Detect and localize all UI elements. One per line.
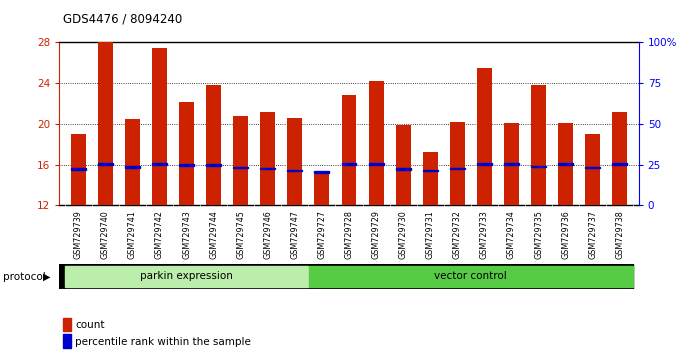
Bar	[315, 171, 329, 173]
Bar	[98, 42, 113, 205]
Text: GSM729744: GSM729744	[209, 210, 218, 259]
Text: GSM729732: GSM729732	[453, 210, 462, 259]
Text: GSM729747: GSM729747	[290, 210, 299, 259]
Bar	[125, 119, 140, 205]
Bar	[125, 166, 140, 168]
Bar	[396, 125, 410, 205]
Bar	[341, 163, 357, 165]
Bar	[260, 167, 275, 170]
Bar	[558, 163, 573, 165]
Bar	[450, 167, 465, 170]
Text: GSM729739: GSM729739	[74, 210, 83, 259]
Text: GSM729742: GSM729742	[155, 210, 164, 259]
Bar	[423, 170, 438, 171]
Text: GSM729745: GSM729745	[236, 210, 245, 259]
Bar	[98, 163, 113, 165]
Text: vector control: vector control	[434, 271, 507, 281]
Text: GSM729734: GSM729734	[507, 210, 516, 259]
Text: GSM729730: GSM729730	[399, 210, 408, 259]
Bar	[612, 112, 628, 205]
Bar	[504, 163, 519, 165]
Bar	[450, 122, 465, 205]
Text: ▶: ▶	[43, 272, 50, 282]
Bar	[396, 168, 410, 170]
Bar	[585, 166, 600, 169]
Bar	[504, 123, 519, 205]
Bar	[423, 152, 438, 205]
Bar	[70, 168, 86, 170]
Bar	[585, 134, 600, 205]
Text: GSM729728: GSM729728	[345, 210, 353, 259]
Bar	[369, 163, 383, 165]
Text: GSM729740: GSM729740	[101, 210, 110, 259]
Bar	[315, 172, 329, 205]
Text: GSM729733: GSM729733	[480, 210, 489, 259]
Text: GSM729743: GSM729743	[182, 210, 191, 259]
Text: GSM729731: GSM729731	[426, 210, 435, 259]
Text: GSM729741: GSM729741	[128, 210, 137, 259]
Text: protocol: protocol	[3, 272, 45, 282]
Text: count: count	[75, 320, 105, 330]
Text: GSM729729: GSM729729	[371, 210, 380, 259]
Bar	[558, 123, 573, 205]
Text: GSM729746: GSM729746	[263, 210, 272, 259]
Text: GSM729738: GSM729738	[615, 210, 624, 259]
Bar	[206, 85, 221, 205]
Bar	[369, 81, 383, 205]
Text: GSM729727: GSM729727	[318, 210, 327, 259]
Text: percentile rank within the sample: percentile rank within the sample	[75, 337, 251, 347]
Text: parkin expression: parkin expression	[140, 271, 233, 281]
Bar	[179, 102, 194, 205]
Text: GSM729735: GSM729735	[534, 210, 543, 259]
Text: GDS4476 / 8094240: GDS4476 / 8094240	[63, 12, 182, 25]
Bar	[477, 68, 492, 205]
Bar	[531, 85, 546, 205]
Bar	[477, 163, 492, 165]
Bar	[233, 166, 248, 169]
Bar	[531, 166, 546, 167]
Bar	[288, 170, 302, 171]
Bar	[309, 266, 632, 287]
Bar	[179, 164, 194, 166]
Bar	[341, 96, 357, 205]
Text: GSM729737: GSM729737	[588, 210, 597, 259]
Bar	[206, 164, 221, 166]
Bar	[288, 118, 302, 205]
Bar	[233, 116, 248, 205]
Bar	[66, 266, 308, 287]
Bar	[152, 163, 167, 165]
Text: GSM729736: GSM729736	[561, 210, 570, 259]
Bar	[70, 134, 86, 205]
Bar	[152, 47, 167, 205]
Bar	[612, 163, 628, 165]
Bar	[260, 112, 275, 205]
